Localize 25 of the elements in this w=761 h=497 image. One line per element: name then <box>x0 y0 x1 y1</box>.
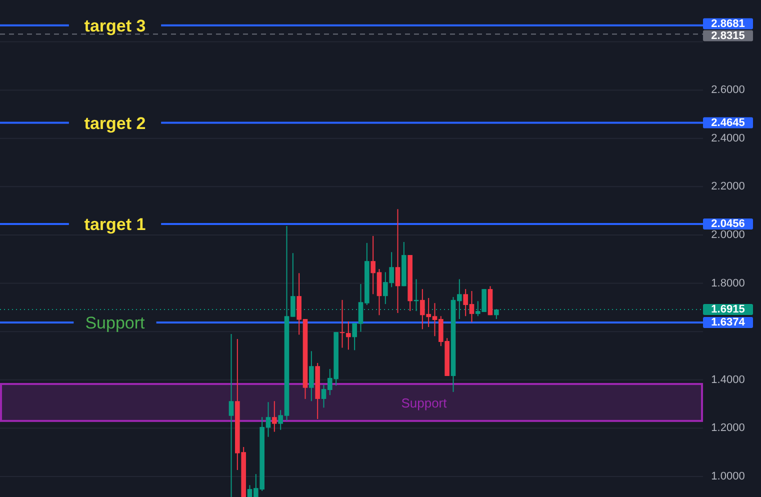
text: 2.8681 <box>711 18 745 30</box>
candlestick <box>272 400 277 432</box>
y-tick-label: 1.2000 <box>711 422 745 434</box>
band-label: Support <box>401 394 448 410</box>
ref-line-label: target 2 <box>84 113 146 132</box>
candlestick <box>228 333 234 497</box>
y-tick-label: 2.4000 <box>711 132 745 144</box>
y-tick-label: 2.6000 <box>711 84 745 96</box>
y-tick-label: 1.4000 <box>711 374 745 386</box>
y-tick-label: 2.2000 <box>711 180 745 193</box>
ref-line-label: Support <box>85 313 146 332</box>
candlestick <box>346 320 351 350</box>
text: 2.8315 <box>711 30 745 42</box>
text: 2.0456 <box>711 218 745 230</box>
text: 1.6374 <box>711 316 746 329</box>
y-tick-label: 1.0000 <box>711 470 745 482</box>
candlestick <box>395 208 400 314</box>
candlestick <box>340 299 345 348</box>
ref-line-label: target 3 <box>84 16 146 35</box>
text: 2.4645 <box>711 116 745 129</box>
ref-line-label: target 1 <box>84 214 146 234</box>
candlestick <box>309 350 314 402</box>
y-tick-label: 1.8000 <box>711 277 745 290</box>
text: 1.6915 <box>711 303 745 316</box>
y-tick-label: 2.0000 <box>711 228 745 241</box>
